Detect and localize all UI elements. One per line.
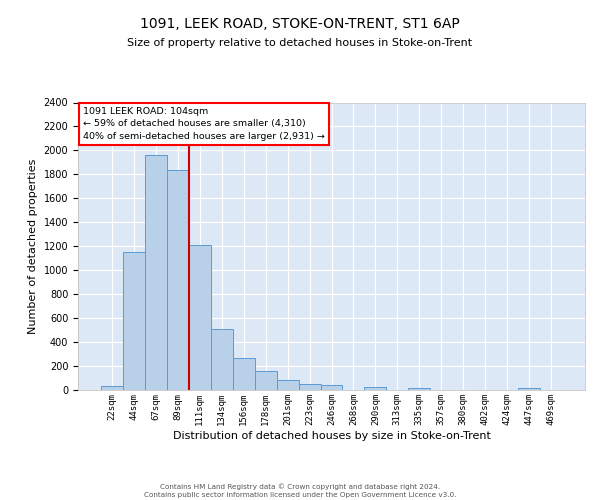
Bar [145,155,167,390]
Text: Contains HM Land Registry data © Crown copyright and database right 2024.
Contai: Contains HM Land Registry data © Crown c… [144,484,456,498]
Text: 1091 LEEK ROAD: 104sqm
← 59% of detached houses are smaller (4,310)
40% of semi-: 1091 LEEK ROAD: 104sqm ← 59% of detached… [83,107,325,141]
Bar [320,385,343,390]
Bar [211,329,233,390]
Bar [518,388,540,390]
Bar [364,388,386,390]
Bar [123,252,145,390]
Bar [101,386,123,390]
X-axis label: Distribution of detached houses by size in Stoke-on-Trent: Distribution of detached houses by size … [173,430,490,440]
Bar [233,358,254,390]
Bar [189,245,211,390]
Text: Size of property relative to detached houses in Stoke-on-Trent: Size of property relative to detached ho… [127,38,473,48]
Bar [254,372,277,390]
Bar [167,170,189,390]
Bar [299,384,320,390]
Bar [277,380,299,390]
Y-axis label: Number of detached properties: Number of detached properties [28,158,38,334]
Text: 1091, LEEK ROAD, STOKE-ON-TRENT, ST1 6AP: 1091, LEEK ROAD, STOKE-ON-TRENT, ST1 6AP [140,18,460,32]
Bar [409,388,430,390]
